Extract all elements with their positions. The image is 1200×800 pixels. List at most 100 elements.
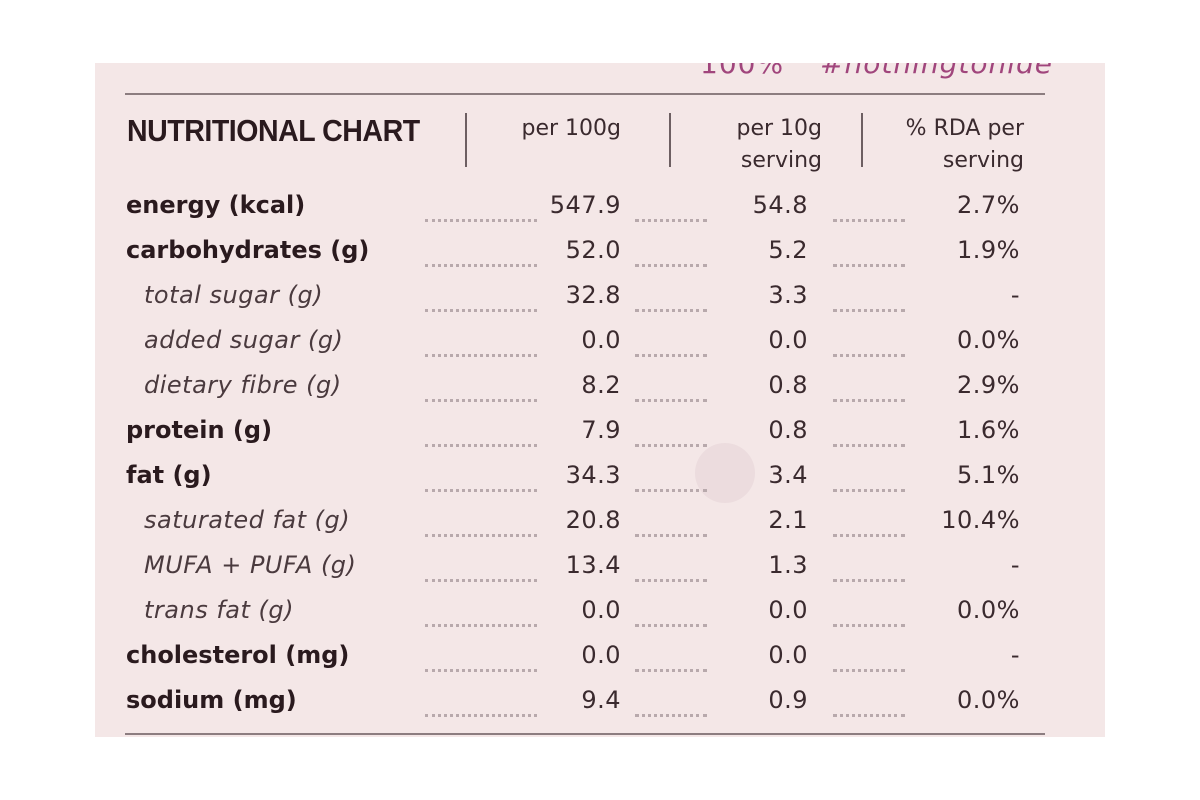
value-rda-percent: 1.6% (957, 416, 1020, 444)
value-per-10g: 2.1 (768, 506, 808, 534)
value-per-10g: 1.3 (768, 551, 808, 579)
value-per-10g: 3.4 (768, 461, 808, 489)
nutrient-name: added sugar (g) (144, 326, 344, 354)
value-per-10g: 0.0 (768, 326, 808, 354)
value-per-100g: 8.2 (581, 371, 621, 399)
nutrient-name: trans fat (g) (144, 596, 294, 624)
top-divider (125, 93, 1045, 95)
value-per-100g: 7.9 (581, 416, 621, 444)
brand-strip: 100% #nothingtohide (95, 63, 1105, 89)
nutrient-name: cholesterol (mg) (126, 641, 350, 669)
column-header-line: per 10g (736, 116, 823, 141)
value-rda-percent: 5.1% (957, 461, 1020, 489)
value-per-10g: 3.3 (768, 281, 808, 309)
value-rda-percent: 2.7% (957, 191, 1020, 219)
value-per-100g: 32.8 (565, 281, 621, 309)
dot-leader (833, 195, 905, 222)
table-row: dietary fibre (g) 8.2 0.8 2.9% (95, 367, 1105, 412)
brand-hashtag-text: #nothingtohide (820, 63, 1053, 80)
column-header-line: per 100g (521, 116, 622, 141)
dot-leader (635, 465, 707, 492)
dot-leader (635, 375, 707, 402)
nutrient-rows: energy (kcal) 547.9 54.8 2.7% carbohydrates … (95, 187, 1105, 727)
nutrient-name: MUFA + PUFA (g) (144, 551, 357, 579)
value-per-10g: 0.0 (768, 641, 808, 669)
chart-title: NUTRITIONAL CHART (127, 113, 420, 148)
dot-leader (635, 195, 707, 222)
table-row: total sugar (g) 32.8 3.3 - (95, 277, 1105, 322)
dot-leader (425, 465, 537, 492)
value-per-100g: 0.0 (581, 596, 621, 624)
table-row: sodium (mg) 9.4 0.9 0.0% (95, 682, 1105, 727)
table-row: MUFA + PUFA (g) 13.4 1.3 - (95, 547, 1105, 592)
dot-leader (425, 510, 537, 537)
nutrient-name: carbohydrates (g) (126, 236, 370, 264)
nutrition-label-panel: 100% #nothingtohide NUTRITIONAL CHART pe… (95, 63, 1105, 737)
dot-leader (833, 240, 905, 267)
column-divider (669, 113, 671, 167)
value-rda-percent: - (1010, 281, 1020, 309)
dot-leader (635, 600, 707, 627)
value-per-100g: 52.0 (565, 236, 621, 264)
value-per-100g: 0.0 (581, 641, 621, 669)
column-header-line: serving (740, 148, 822, 173)
dot-leader (425, 330, 537, 357)
dot-leader (635, 645, 707, 672)
dot-leader (833, 690, 905, 717)
nutrient-name: saturated fat (g) (144, 506, 351, 534)
nutrient-name: protein (g) (126, 416, 273, 444)
dot-leader (425, 420, 537, 447)
table-row: protein (g) 7.9 0.8 1.6% (95, 412, 1105, 457)
column-header-line: % RDA per (905, 116, 1024, 141)
dot-leader (833, 555, 905, 582)
column-header-line: serving (942, 148, 1024, 173)
nutrient-name: total sugar (g) (144, 281, 324, 309)
value-per-10g: 0.8 (768, 371, 808, 399)
table-row: cholesterol (mg) 0.0 0.0 - (95, 637, 1105, 682)
value-rda-percent: 0.0% (957, 686, 1020, 714)
table-row: saturated fat (g) 20.8 2.1 10.4% (95, 502, 1105, 547)
value-rda-percent: - (1010, 551, 1020, 579)
table-row: added sugar (g) 0.0 0.0 0.0% (95, 322, 1105, 367)
value-per-10g: 0.8 (768, 416, 808, 444)
value-per-100g: 547.9 (549, 191, 621, 219)
column-divider (465, 113, 467, 167)
dot-leader (425, 600, 537, 627)
value-rda-percent: 1.9% (957, 236, 1020, 264)
dot-leader (833, 600, 905, 627)
background-smudge (695, 443, 755, 503)
dot-leader (425, 195, 537, 222)
column-divider (861, 113, 863, 167)
value-per-10g: 5.2 (768, 236, 808, 264)
table-row: fat (g) 34.3 3.4 5.1% (95, 457, 1105, 502)
dot-leader (833, 330, 905, 357)
brand-percent-text: 100% (700, 63, 785, 80)
value-per-10g: 0.9 (768, 686, 808, 714)
nutrient-name: fat (g) (126, 461, 212, 489)
value-rda-percent: - (1010, 641, 1020, 669)
value-per-100g: 9.4 (581, 686, 621, 714)
value-per-100g: 0.0 (581, 326, 621, 354)
dot-leader (833, 420, 905, 447)
dot-leader (425, 375, 537, 402)
value-per-100g: 13.4 (565, 551, 621, 579)
value-per-100g: 34.3 (565, 461, 621, 489)
dot-leader (833, 645, 905, 672)
table-row: energy (kcal) 547.9 54.8 2.7% (95, 187, 1105, 232)
column-header-per-10g: per 10g serving (685, 113, 823, 177)
dot-leader (833, 510, 905, 537)
nutrient-name: sodium (mg) (126, 686, 297, 714)
dot-leader (425, 645, 537, 672)
value-per-10g: 0.0 (768, 596, 808, 624)
dot-leader (425, 285, 537, 312)
dot-leader (833, 285, 905, 312)
column-header-per-100g: per 100g (475, 113, 622, 145)
dot-leader (635, 420, 707, 447)
dot-leader (635, 555, 707, 582)
value-rda-percent: 2.9% (957, 371, 1020, 399)
column-header-rda: % RDA per serving (871, 113, 1024, 177)
dot-leader (833, 375, 905, 402)
dot-leader (635, 330, 707, 357)
bottom-divider (125, 733, 1045, 735)
dot-leader (635, 240, 707, 267)
